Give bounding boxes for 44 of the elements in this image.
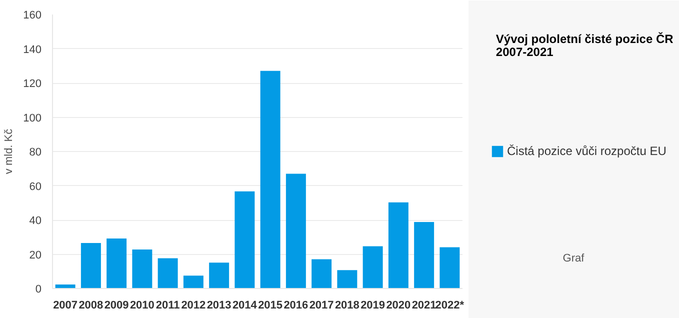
- x-tick-label: 2022*: [435, 300, 465, 312]
- y-tick-label: 40: [29, 215, 42, 227]
- y-tick-label: 100: [23, 112, 42, 124]
- bar: [106, 238, 127, 288]
- x-tick-label: 2014: [232, 300, 258, 312]
- bar: [286, 174, 306, 288]
- bar: [132, 249, 152, 288]
- bar: [158, 258, 178, 288]
- x-tick-label: 2015: [258, 300, 283, 312]
- bar: [234, 191, 255, 288]
- bar: [337, 270, 358, 288]
- x-tick-label: 2013: [206, 300, 232, 312]
- x-tick-label: 2009: [104, 300, 129, 312]
- x-tick-label: 2008: [78, 300, 104, 312]
- bar: [440, 247, 460, 288]
- x-tick-label: 2012: [181, 300, 206, 312]
- y-tick-label: 80: [29, 146, 42, 158]
- bar: [260, 70, 280, 288]
- y-tick-label: 140: [23, 44, 42, 56]
- legend-label: Čistá pozice vůči rozpočtu EU: [507, 144, 666, 158]
- bar: [183, 276, 204, 288]
- x-tick-label: 2019: [360, 300, 386, 312]
- x-tick-label: 2017: [309, 300, 334, 312]
- y-tick-label: 160: [23, 10, 42, 22]
- text: Vývoj pololetní čisté pozice ČR 2007-2021: [496, 32, 674, 59]
- y-tick-label: 20: [29, 249, 42, 262]
- bar: [312, 259, 332, 288]
- x-tick-label: 2007: [53, 300, 78, 312]
- bar: [414, 222, 434, 288]
- x-tick-label: 2011: [156, 300, 180, 312]
- text: Graf: [562, 252, 586, 264]
- bar: [80, 242, 101, 288]
- y-tick-label: 60: [29, 180, 42, 193]
- bar: [362, 246, 383, 288]
- bar: [209, 262, 230, 288]
- y-tick-label: 120: [23, 78, 42, 90]
- x-tick-label: 2010: [130, 300, 154, 312]
- y-axis-title: v mld. Kč: [3, 128, 16, 174]
- x-tick-label: 2018: [334, 300, 360, 312]
- x-tick-label: 2021: [412, 300, 436, 312]
- bar: [388, 202, 408, 288]
- x-tick-label: 2020: [386, 300, 411, 312]
- y-tick-label: 0: [35, 284, 42, 296]
- x-tick-label: 2016: [284, 300, 308, 312]
